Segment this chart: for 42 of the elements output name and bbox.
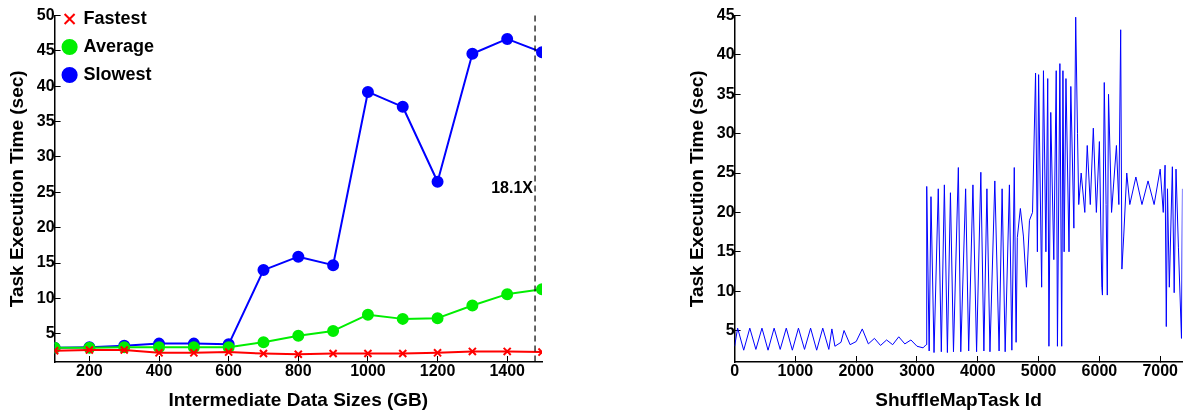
x-tick-label: 1200 bbox=[419, 362, 456, 380]
y-tick-label: 20 bbox=[36, 218, 55, 236]
x-tick-label: 400 bbox=[145, 362, 173, 380]
y-tick-label: 10 bbox=[716, 281, 735, 299]
x-tick-label: 3000 bbox=[899, 362, 935, 380]
y-tick-label: 25 bbox=[36, 182, 55, 200]
y-tick-label: 25 bbox=[716, 163, 735, 181]
ref-line-label: 18.1X bbox=[491, 179, 534, 197]
y-tick-label: 15 bbox=[36, 253, 55, 271]
legend-label: Average bbox=[83, 35, 154, 56]
x-tick-label: 800 bbox=[284, 362, 312, 380]
y-tick-label: 40 bbox=[36, 76, 55, 94]
y-tick-label: 15 bbox=[716, 242, 735, 260]
y-tick-label: 30 bbox=[716, 124, 735, 142]
x-tick-label: 6000 bbox=[1081, 362, 1118, 380]
y-tick-label: 30 bbox=[36, 147, 55, 165]
y-tick-label: 35 bbox=[36, 112, 55, 130]
x-axis-title: Intermediate Data Sizes (GB) bbox=[168, 388, 429, 410]
x-tick-label: 1000 bbox=[777, 362, 814, 380]
y-tick-label: 20 bbox=[716, 202, 735, 220]
y-tick-label: 5 bbox=[725, 320, 735, 338]
x-tick-label: 1000 bbox=[350, 362, 386, 380]
legend-label: Slowest bbox=[83, 63, 152, 84]
y-tick-label: 40 bbox=[716, 45, 735, 63]
y-tick-label: 50 bbox=[36, 6, 55, 24]
x-tick-label: 200 bbox=[76, 362, 103, 380]
x-tick-label: 1400 bbox=[489, 362, 526, 380]
y-tick-label: 45 bbox=[716, 6, 735, 24]
y-tick-label: 35 bbox=[716, 84, 735, 102]
y-tick-label: 10 bbox=[36, 288, 55, 306]
y-tick-label: 45 bbox=[36, 41, 55, 59]
x-tick-label: 5000 bbox=[1020, 362, 1057, 380]
x-tick-label: 4000 bbox=[960, 362, 996, 380]
x-axis-title: ShuffleMapTask Id bbox=[875, 388, 1042, 410]
x-tick-label: 0 bbox=[730, 362, 740, 380]
x-tick-label: 7000 bbox=[1142, 362, 1179, 380]
x-tick-label: 2000 bbox=[838, 362, 875, 380]
y-tick-label: 5 bbox=[45, 324, 55, 342]
y-axis-title: Task Execution Time (sec) bbox=[5, 70, 27, 308]
x-tick-label: 600 bbox=[215, 362, 243, 380]
y-axis-title: Task Execution Time (sec) bbox=[685, 70, 707, 308]
legend-label: Fastest bbox=[83, 7, 147, 28]
